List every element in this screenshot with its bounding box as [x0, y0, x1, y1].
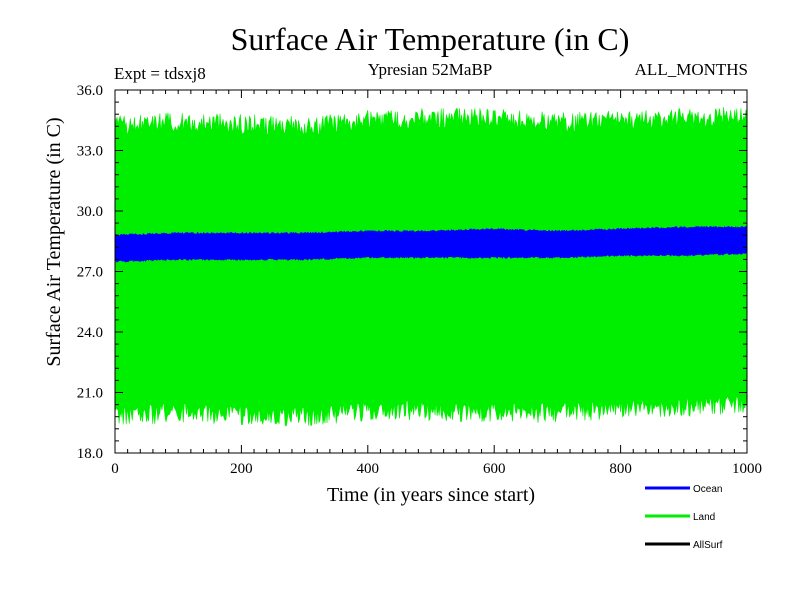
y-tick-label: 27.0 [77, 265, 103, 281]
x-tick-label: 400 [357, 461, 380, 477]
data-bands [114, 107, 748, 427]
chart-subtitle-experiment: Expt = tdsxj8 [114, 64, 206, 83]
x-tick-label: 200 [230, 461, 253, 477]
chart-subtitle-period: Ypresian 52MaBP [368, 60, 493, 79]
y-tick-label: 36.0 [77, 83, 103, 99]
legend-label-ocean: Ocean [693, 484, 722, 495]
y-tick-label: 33.0 [77, 144, 103, 160]
legend: Ocean Land AllSurf [645, 484, 723, 551]
x-axis-label: Time (in years since start) [327, 484, 535, 506]
axes: 0 200 400 600 800 1000 18.0 21.0 24.0 27.0 30.0 33.… [77, 83, 762, 477]
x-tick-label: 1000 [732, 461, 762, 477]
series-band-land [114, 107, 748, 427]
x-tick-label: 600 [483, 461, 506, 477]
x-tick-label: 0 [111, 461, 119, 477]
y-tick-label: 24.0 [77, 325, 103, 341]
legend-label-allsurf: AllSurf [693, 540, 723, 551]
y-axis-label: Surface Air Temperature (in C) [43, 117, 65, 366]
chart-title: Surface Air Temperature (in C) [231, 21, 630, 57]
legend-label-land: Land [693, 512, 715, 523]
y-tick-label: 30.0 [77, 204, 103, 220]
x-tick-label: 800 [609, 461, 632, 477]
y-tick-label: 21.0 [77, 386, 103, 402]
chart-subtitle-months: ALL_MONTHS [635, 60, 748, 79]
y-tick-label: 18.0 [77, 446, 103, 462]
